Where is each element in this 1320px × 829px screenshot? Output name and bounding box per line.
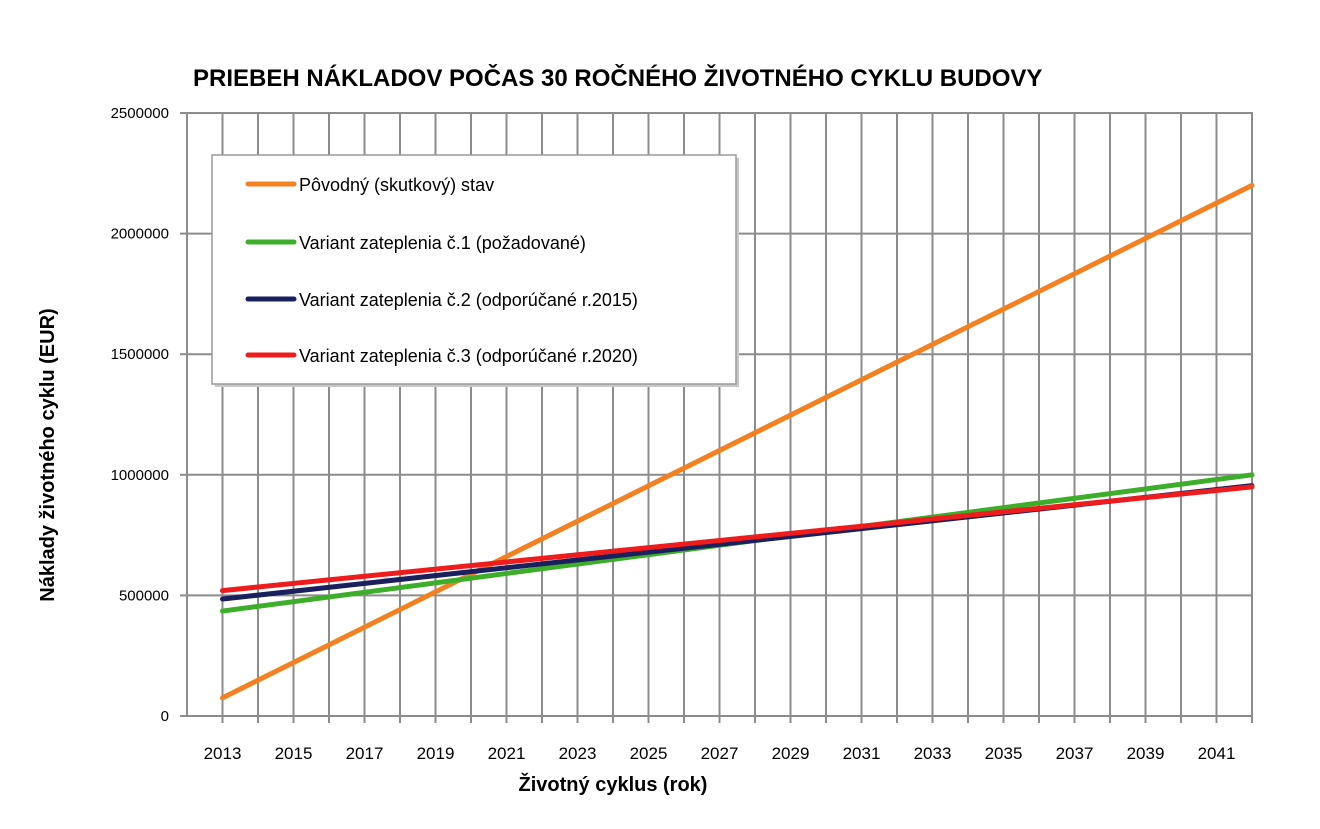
y-tick-label: 500000 — [119, 587, 169, 604]
x-tick-label: 2041 — [1198, 744, 1236, 763]
x-axis-label: Životný cyklus (rok) — [519, 772, 708, 796]
y-axis-ticks: 0 500000 1000000 1500000 2000000 2500000 — [111, 105, 169, 725]
x-axis-ticks: 2013 2015 2017 2019 2021 2023 2025 2027 2029 2031… — [204, 744, 1236, 763]
x-tick-label: 2035 — [985, 744, 1023, 763]
x-tick-label: 2037 — [1056, 744, 1094, 763]
x-tick-label: 2015 — [275, 744, 313, 763]
legend: Pôvodný (skutkový) stav Variant zatepleni… — [211, 154, 739, 387]
x-tick-label: 2013 — [204, 744, 242, 763]
x-tick-label: 2021 — [488, 744, 526, 763]
legend-label-2: Variant zateplenia č.1 (požadované) — [299, 233, 586, 253]
x-tick-label: 2029 — [772, 744, 810, 763]
x-tick-label: 2023 — [559, 744, 597, 763]
y-tick-label: 1500000 — [111, 346, 169, 363]
legend-box — [211, 154, 737, 385]
x-tick-label: 2019 — [417, 744, 455, 763]
x-tick-label: 2033 — [914, 744, 952, 763]
series-line-4 — [220, 484, 1255, 594]
chart-title: PRIEBEH NÁKLADOV POČAS 30 ROČNÉHO ŽIVOTN… — [193, 64, 1042, 92]
y-tick-label: 1000000 — [111, 467, 169, 484]
x-tick-label: 2031 — [843, 744, 881, 763]
x-tick-label: 2017 — [346, 744, 384, 763]
y-tick-label: 2000000 — [111, 226, 169, 243]
y-tick-label: 2500000 — [111, 105, 169, 122]
legend-label-4: Variant zateplenia č.3 (odporúčané r.202… — [299, 346, 638, 366]
y-axis-label: Náklady životného cyklu (EUR) — [37, 308, 59, 601]
y-tick-label: 0 — [161, 708, 169, 725]
x-tick-label: 2027 — [701, 744, 739, 763]
legend-label-3: Variant zateplenia č.2 (odporúčané r.201… — [299, 290, 638, 310]
legend-label-1: Pôvodný (skutkový) stav — [299, 175, 494, 195]
series-line-1 — [220, 182, 1255, 701]
x-tick-label: 2039 — [1127, 744, 1165, 763]
x-tick-label: 2025 — [630, 744, 668, 763]
series — [220, 182, 1255, 701]
